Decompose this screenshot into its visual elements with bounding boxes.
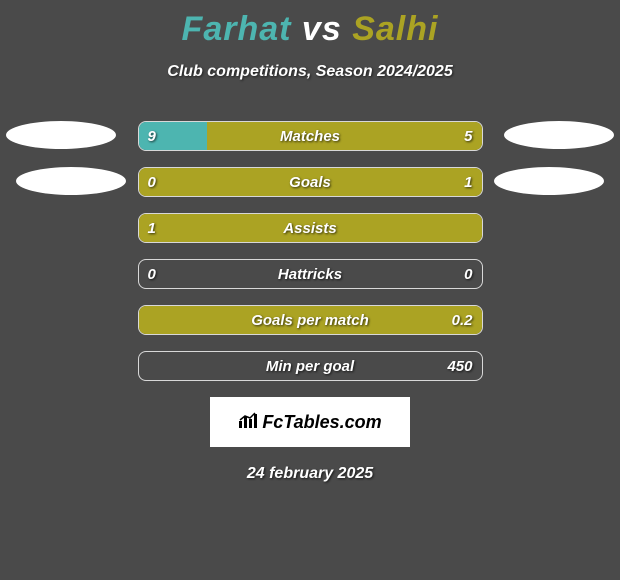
player2-avatar-top (504, 121, 614, 149)
bar-track (138, 259, 483, 289)
bar-track (138, 305, 483, 335)
player1-avatar-bottom (16, 167, 126, 195)
player2-name: Salhi (352, 10, 438, 48)
bar-track (138, 167, 483, 197)
stats-area: Matches95 Goals01 Assists1 Hattricks00 Goals… (0, 121, 620, 381)
stat-row: Matches95 (138, 121, 483, 151)
player1-avatar-top (6, 121, 116, 149)
stat-row: Hattricks00 (138, 259, 483, 289)
bar-right (207, 122, 481, 150)
stat-row: Assists1 (138, 213, 483, 243)
comparison-title: Farhat vs Salhi (0, 0, 620, 49)
bar-left (139, 122, 208, 150)
stat-row: Goals01 (138, 167, 483, 197)
chart-icon (238, 411, 258, 434)
bar-right (139, 306, 482, 334)
player1-name: Farhat (182, 10, 292, 48)
bar-right (139, 214, 482, 242)
bar-track (138, 351, 483, 381)
snapshot-date: 24 february 2025 (0, 465, 620, 483)
vs-text: vs (302, 10, 342, 48)
logo-text: FcTables.com (262, 412, 381, 433)
stat-row: Goals per match0.2 (138, 305, 483, 335)
bar-track (138, 121, 483, 151)
subtitle: Club competitions, Season 2024/2025 (0, 63, 620, 81)
player2-avatar-bottom (494, 167, 604, 195)
stat-row: Min per goal450 (138, 351, 483, 381)
source-logo: FcTables.com (210, 397, 410, 447)
bar-track (138, 213, 483, 243)
bar-right (139, 168, 482, 196)
